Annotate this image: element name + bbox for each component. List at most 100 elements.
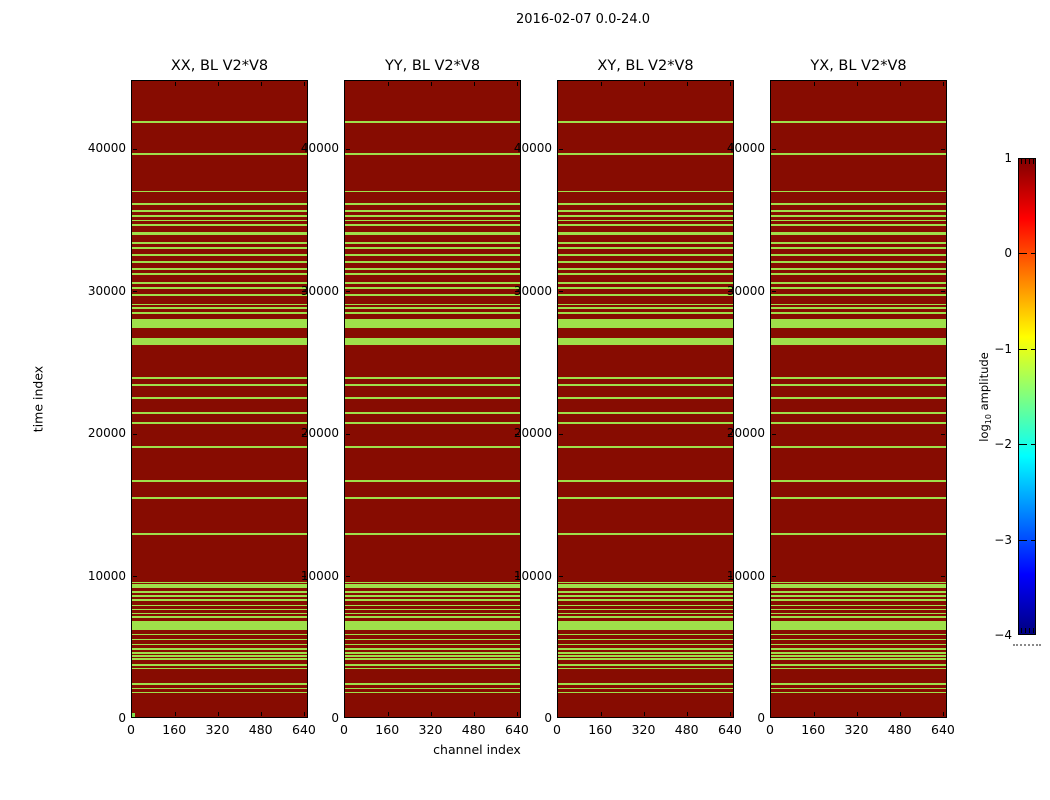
flagged-time-stripe (345, 412, 520, 415)
flagged-time-stripe (132, 691, 307, 694)
flagged-time-stripe (558, 312, 733, 314)
flagged-time-stripe (771, 638, 946, 641)
colorbar-gradient (1018, 158, 1036, 635)
flagged-time-stripe (558, 210, 733, 212)
flagged-time-stripe (345, 643, 520, 646)
flagged-time-stripe (345, 377, 520, 379)
flagged-time-stripe (771, 307, 946, 309)
flagged-time-stripe (132, 231, 307, 236)
x-tick-label: 0 (340, 722, 348, 737)
y-tickmark (133, 433, 137, 435)
y-tickmark (302, 433, 306, 435)
flagged-time-stripe (771, 643, 946, 646)
flagged-time-stripe (132, 254, 307, 256)
flagged-time-stripe (771, 254, 946, 256)
flagged-time-stripe (771, 303, 946, 306)
colorbar-label-prefix: log (976, 424, 991, 442)
flagged-time-stripe (132, 215, 307, 217)
x-tickmark (174, 82, 176, 86)
flagged-time-stripe (132, 397, 307, 399)
flagged-time-stripe (558, 652, 733, 654)
flagged-time-stripe (558, 480, 733, 482)
flagged-time-stripe (132, 604, 307, 607)
x-tick-label: 320 (844, 722, 869, 737)
x-tickmark (517, 82, 519, 86)
flagged-time-stripe (132, 202, 307, 205)
flagged-time-stripe (558, 412, 733, 415)
flagged-time-stripe (558, 268, 733, 270)
flagged-time-stripe (771, 533, 946, 535)
flagged-time-stripe (558, 307, 733, 309)
x-tick-label: 320 (205, 722, 230, 737)
flagged-time-stripe (132, 581, 307, 584)
y-tick-label: 20000 (87, 426, 126, 441)
y-tickmark (559, 576, 563, 578)
flagged-time-stripe (345, 307, 520, 309)
y-tick-label: 40000 (513, 141, 552, 156)
y-tick-label: 30000 (300, 283, 339, 298)
colorbar-tickmark (1019, 539, 1027, 541)
flagged-time-stripe (345, 294, 520, 296)
flagged-time-stripe (132, 591, 307, 593)
flagged-time-stripe (558, 658, 733, 660)
flagged-time-stripe (132, 612, 307, 615)
flagged-time-stripe (771, 377, 946, 379)
flagged-time-stripe (771, 215, 946, 217)
flagged-time-stripe (132, 422, 307, 424)
flagged-time-stripe (132, 307, 307, 309)
x-tick-label: 160 (375, 722, 400, 737)
flagged-time-stripe (771, 224, 946, 226)
flagged-time-stripe (132, 210, 307, 212)
flagged-time-stripe (132, 683, 307, 685)
flagged-time-stripe (132, 533, 307, 535)
x-tickmark (474, 82, 476, 86)
flagged-time-stripe (558, 615, 733, 618)
x-tickmark (387, 82, 389, 86)
flagged-time-stripe (558, 231, 733, 236)
flagged-time-stripe (132, 599, 307, 601)
colorbar-tick-label: −3 (994, 532, 1012, 547)
y-tick-label: 40000 (87, 141, 126, 156)
flagged-time-stripe (345, 652, 520, 654)
flagged-time-stripe (132, 121, 307, 124)
flagged-time-stripe (558, 121, 733, 124)
y-tickmark (133, 291, 137, 293)
flagged-time-stripe (771, 190, 946, 193)
y-tickmark (941, 433, 945, 435)
y-tickmark (728, 148, 732, 150)
flagged-time-stripe (558, 612, 733, 615)
flagged-time-stripe (132, 633, 307, 636)
y-tick-label: 40000 (300, 141, 339, 156)
flagged-time-stripe (558, 687, 733, 690)
flagged-time-stripe (132, 219, 307, 222)
flagged-time-stripe (345, 533, 520, 535)
x-tickmark (304, 82, 306, 86)
flagged-time-stripe (345, 153, 520, 155)
y-tick-label: 0 (757, 711, 765, 725)
flagged-time-stripe (132, 480, 307, 482)
flagged-time-stripe (558, 190, 733, 193)
x-tickmark (943, 82, 945, 86)
y-tick-label: 10000 (300, 568, 339, 583)
panel-plot-area (131, 80, 308, 718)
x-tickmark (813, 712, 815, 716)
corner-data-marker (132, 713, 136, 717)
flagged-time-stripe (345, 254, 520, 256)
y-tick-label: 10000 (513, 568, 552, 583)
flagged-time-stripe (558, 247, 733, 249)
flagged-time-stripe (558, 584, 733, 588)
flagged-time-stripe (771, 664, 946, 666)
flagged-time-stripe (558, 219, 733, 222)
flagged-time-stripe (132, 247, 307, 249)
y-tick-label: 0 (118, 711, 126, 725)
flagged-time-stripe (132, 312, 307, 314)
x-tick-label: 640 (505, 722, 529, 737)
figure-title: 2016-02-07 0.0-24.0 (516, 12, 650, 27)
flagged-time-stripe (558, 294, 733, 296)
flagged-time-stripe (558, 643, 733, 646)
heatmap-panel: YY, BL V2*V8 (344, 58, 521, 718)
flagged-time-stripe (345, 480, 520, 482)
flagged-time-stripe (558, 581, 733, 584)
flagged-time-stripe (771, 422, 946, 424)
flagged-time-stripe (132, 242, 307, 244)
